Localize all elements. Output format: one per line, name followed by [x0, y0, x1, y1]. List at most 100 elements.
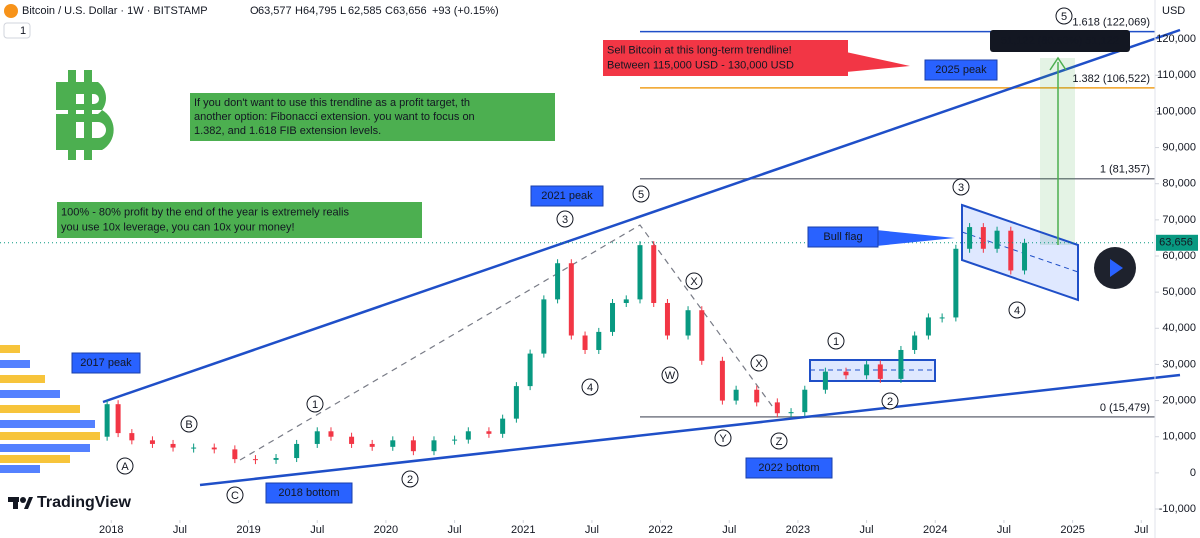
candle: [651, 245, 657, 303]
volume-profile: [0, 444, 90, 452]
wave-label: B: [185, 419, 192, 431]
peak-label-text: Bull flag: [823, 231, 862, 243]
wave-label: Y: [719, 433, 727, 445]
candle: [129, 433, 135, 441]
candle: [733, 389, 739, 401]
peak-label: [807, 226, 879, 248]
volume-profile: [0, 455, 70, 463]
play-icon: [1110, 259, 1123, 277]
volume-profile: [0, 465, 40, 473]
x-tick-label: 2020: [374, 524, 398, 536]
note-red-text: Sell Bitcoin at this long-term trendline…: [607, 44, 792, 56]
candle: [328, 431, 334, 437]
peak-label-text: 2021 peak: [541, 190, 593, 202]
wave-label: 2: [887, 396, 893, 408]
candle: [527, 353, 533, 387]
peak-label: [71, 352, 141, 374]
wave-circle: [881, 392, 899, 410]
fib-label: 0 (15,479): [1100, 402, 1150, 414]
x-tick-label: 2024: [923, 524, 947, 536]
candle: [211, 447, 217, 450]
peak-label-text: 2022 bottom: [758, 462, 819, 474]
candle: [568, 263, 574, 336]
wave-circle: [714, 429, 732, 447]
volume-profile: [0, 360, 30, 368]
note-green-text: you use 10x leverage, you can 10x your m…: [61, 221, 295, 233]
wave-label: 5: [1061, 11, 1067, 23]
candle: [1008, 230, 1014, 271]
wave-circle: [401, 470, 419, 488]
candle: [273, 458, 279, 460]
candle: [465, 431, 471, 440]
wave-circle: [685, 272, 703, 290]
candle: [754, 389, 760, 403]
fib-label: 1.382 (106,522): [1072, 73, 1150, 85]
trendline: [102, 28, 1181, 404]
candle: [664, 302, 670, 336]
peak-label-text: 2017 peak: [80, 357, 132, 369]
ohlc-key: H: [295, 5, 303, 17]
wave-label: 2: [407, 474, 413, 486]
wave-label: Z: [776, 436, 783, 448]
ohlc-key: O: [250, 5, 259, 17]
note-green-text: another option: Fibonacci extension. you…: [194, 111, 475, 123]
volume-profile: [0, 345, 20, 353]
y-tick-label: 50,000: [1162, 286, 1196, 298]
y-tick-label: 40,000: [1162, 322, 1196, 334]
note-red: [603, 40, 848, 76]
note-green-text: 100% - 80% profit by the end of the year…: [61, 206, 349, 218]
candle: [294, 443, 300, 459]
candle: [699, 310, 705, 361]
candle: [390, 440, 396, 447]
candle: [252, 459, 258, 461]
candle: [410, 440, 416, 452]
wave-label: 4: [587, 382, 593, 394]
candle: [939, 317, 945, 319]
wave-circle: [770, 432, 788, 450]
wave-circle: [116, 457, 134, 475]
x-tick-label: Jul: [722, 524, 736, 536]
candle: [513, 386, 519, 419]
bitcoin-logo: [56, 70, 114, 160]
y-tick-label: 60,000: [1162, 250, 1196, 262]
candle: [314, 431, 320, 444]
peak-label-text: 2018 bottom: [278, 487, 339, 499]
candle: [149, 440, 155, 444]
candle: [637, 245, 643, 300]
wave-circle: [632, 185, 650, 203]
wave-circle: [556, 210, 574, 228]
interval-box[interactable]: [3, 22, 31, 39]
wave-label: X: [690, 276, 698, 288]
ohlc-key: C: [385, 5, 393, 17]
candle: [115, 404, 121, 434]
candle: [802, 389, 808, 413]
candle: [774, 402, 780, 414]
note-green-text: If you don't want to use this trendline …: [194, 97, 470, 109]
ohlc: O 63,577 H 64,795 L 62,585 C 63,656: [250, 5, 427, 17]
candle: [685, 310, 691, 336]
ohlc-value: 62,585: [348, 5, 382, 17]
price-tag-label: 63,656: [1159, 237, 1193, 249]
note-green-text: 1.382, and 1.618 FIB extension levels.: [194, 125, 381, 137]
x-tick-label: Jul: [585, 524, 599, 536]
peak-label: [924, 59, 998, 81]
x-tick-label: 2023: [786, 524, 810, 536]
x-tick-label: 2018: [99, 524, 123, 536]
trendline: [199, 373, 1181, 487]
y-tick-label: -10,000: [1159, 503, 1196, 515]
peak-label: [745, 457, 833, 479]
ohlc-key: L: [340, 5, 346, 17]
y-tick-label: 90,000: [1162, 141, 1196, 153]
candle: [369, 443, 375, 447]
x-tick-label: Jul: [1134, 524, 1148, 536]
volume-profile: [0, 375, 45, 383]
x-tick-label: Jul: [997, 524, 1011, 536]
wave-label: 5: [638, 189, 644, 201]
volume-profile: [0, 432, 100, 440]
brand: TradingView: [37, 494, 132, 511]
candle: [1022, 242, 1028, 271]
y-tick-label: 70,000: [1162, 214, 1196, 226]
wave-label: 1: [833, 336, 839, 348]
candle: [541, 299, 547, 354]
